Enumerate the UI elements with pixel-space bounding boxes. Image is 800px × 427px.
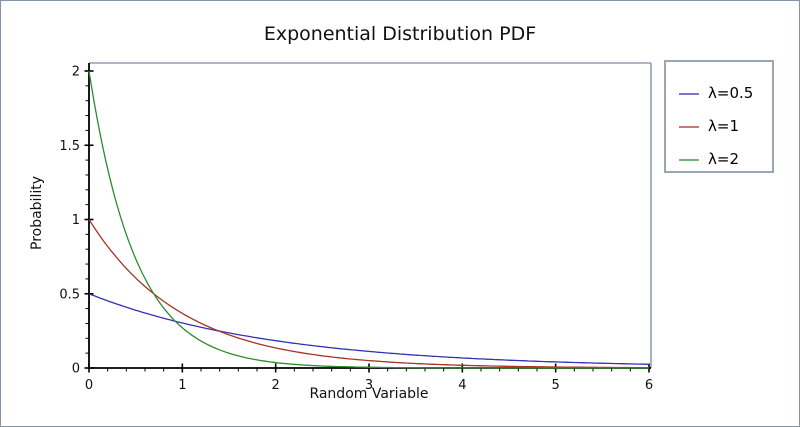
legend-entry-0: λ=0.5 [666,77,772,110]
legend-label: λ=1 [708,117,739,135]
x-tick-label: 1 [178,378,186,393]
legend-line-swatch [679,92,699,95]
legend-entry-1: λ=1 [666,110,772,143]
y-tick-labels: 0 0.5 1 1.5 2 [59,65,80,377]
curve-lambda-1 [88,219,649,369]
legend-label: λ=2 [708,150,739,168]
x-tick-label: 4 [458,378,466,393]
legend-box: λ=0.5 λ=1 λ=2 [664,60,774,173]
x-tick-label: 6 [645,378,653,393]
legend-line-swatch [679,158,699,161]
y-tick-label: 1 [72,213,80,228]
y-axis [84,63,94,369]
x-tick-label: 5 [552,378,560,393]
chart-title: Exponential Distribution PDF [263,23,537,45]
x-tick-label: 2 [272,378,280,393]
x-axis-label: Random Variable [309,386,429,402]
y-tick-label: 0.5 [59,287,80,302]
curve-lambda-0.5 [88,293,650,365]
legend-label: λ=0.5 [708,84,754,102]
legend-line-swatch [679,125,699,128]
legend-entry-2: λ=2 [666,143,772,176]
y-axis-label: Probability [29,175,45,251]
y-tick-label: 1.5 [59,139,80,154]
curve-lambda-2 [88,70,649,369]
x-tick-labels: 0 1 2 3 4 5 6 [85,378,653,393]
curves [88,70,650,369]
x-tick-label: 0 [85,378,93,393]
y-tick-label: 2 [72,65,80,80]
x-tick-label: 3 [365,378,373,393]
y-tick-label: 0 [72,362,80,377]
plot-frame [89,62,652,368]
